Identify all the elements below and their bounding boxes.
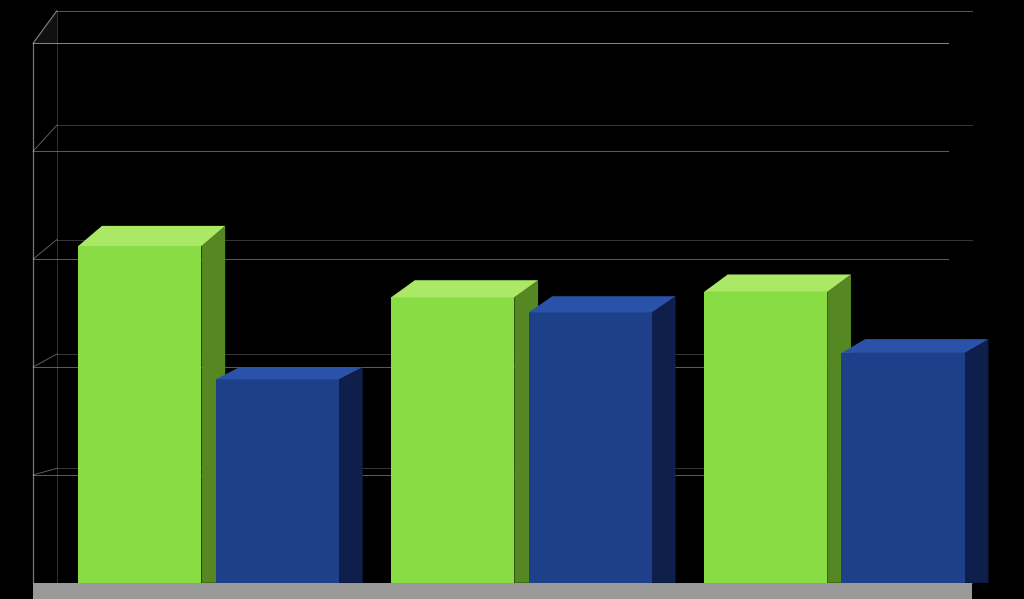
- Bar: [33, 583, 972, 599]
- Bar: [391, 297, 514, 583]
- Polygon shape: [202, 226, 225, 583]
- Bar: [842, 353, 965, 583]
- Polygon shape: [827, 274, 851, 583]
- Polygon shape: [78, 226, 225, 246]
- Polygon shape: [705, 274, 851, 292]
- Polygon shape: [965, 339, 988, 583]
- Polygon shape: [216, 367, 362, 379]
- Polygon shape: [57, 11, 972, 583]
- Polygon shape: [33, 11, 57, 583]
- Polygon shape: [514, 280, 538, 583]
- Bar: [528, 313, 652, 583]
- Polygon shape: [528, 297, 676, 313]
- Polygon shape: [652, 297, 676, 583]
- Polygon shape: [842, 339, 988, 353]
- Bar: [216, 379, 339, 583]
- Bar: [78, 246, 202, 583]
- Bar: [33, 43, 948, 583]
- Polygon shape: [391, 280, 538, 297]
- Bar: [705, 292, 827, 583]
- Polygon shape: [339, 367, 362, 583]
